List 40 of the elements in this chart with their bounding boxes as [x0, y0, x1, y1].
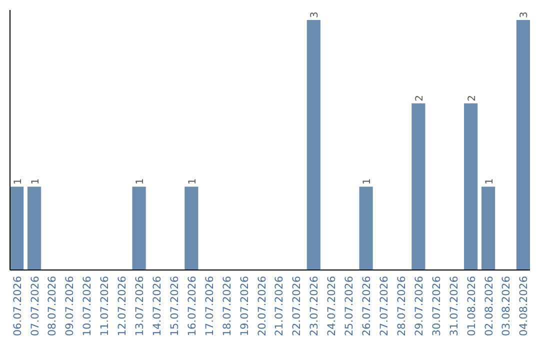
x-tick-label: 15.07.2026 [168, 276, 181, 336]
data-label: 1 [135, 178, 146, 185]
data-label: 1 [362, 178, 374, 185]
x-tick-label: 16.07.2026 [186, 276, 198, 336]
x-tick-label: 10.07.2026 [82, 276, 94, 336]
data-label: 1 [12, 178, 24, 185]
x-tick-label: 31.07.2026 [448, 276, 460, 336]
x-tick-label: 23.07.2026 [308, 276, 321, 336]
x-tick-label: 12.07.2026 [116, 276, 129, 336]
x-tick-label: 08.07.2026 [46, 276, 59, 336]
x-tick-label: 17.07.2026 [204, 276, 216, 336]
x-tick-label: 02.08.2026 [483, 276, 496, 336]
x-tick-label: 03.08.2026 [500, 276, 513, 336]
data-label: 3 [519, 12, 530, 18]
data-label: 1 [30, 178, 42, 185]
x-tick-label: 22.07.2026 [291, 276, 304, 336]
x-tick-label: 29.07.2026 [413, 276, 426, 336]
data-label: 1 [484, 178, 496, 185]
x-tick-label: 09.07.2026 [64, 276, 76, 336]
x-tick-label: 06.07.2026 [12, 276, 24, 336]
x-tick-label: 25.07.2026 [344, 276, 356, 336]
data-label: 2 [414, 94, 426, 102]
x-tick-label: 18.07.2026 [221, 276, 234, 336]
x-tick-label: 20.07.2026 [256, 276, 268, 336]
data-label: 1 [187, 178, 198, 185]
data-label: 3 [310, 12, 321, 18]
x-tick-label: 28.07.2026 [396, 276, 408, 336]
x-tick-label: 19.07.2026 [238, 276, 251, 336]
x-tick-label: 04.08.2026 [518, 276, 530, 336]
x-tick-label: 01.08.2026 [466, 276, 478, 336]
x-tick-label: 14.07.2026 [152, 276, 164, 336]
x-tick-label: 11.07.2026 [99, 276, 112, 336]
x-tick-label: 27.07.2026 [378, 276, 390, 336]
x-tick-label: 24.07.2026 [326, 276, 338, 336]
x-tick-label: 07.07.2026 [29, 276, 42, 336]
x-tick-label: 13.07.2026 [134, 276, 146, 336]
data-label: 2 [466, 94, 478, 102]
x-tick-label: 21.07.2026 [274, 276, 286, 336]
x-tick-label: 30.07.2026 [430, 276, 443, 336]
x-tick-label: 26.07.2026 [361, 276, 374, 336]
